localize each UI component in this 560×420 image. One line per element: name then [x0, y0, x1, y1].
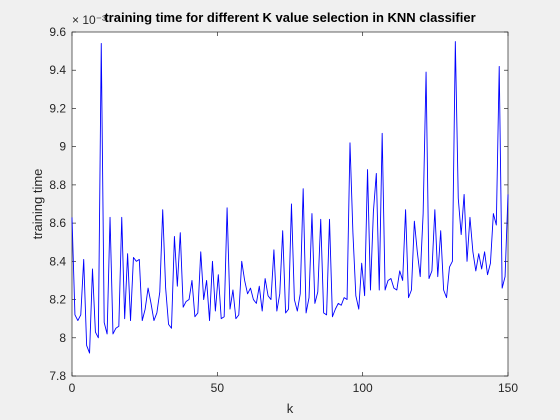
- chart-title: training time for different K value sele…: [104, 10, 475, 25]
- plot-area: [71, 31, 509, 377]
- y-tick-label: 8.4: [49, 254, 66, 268]
- y-tick-label: 9.4: [49, 63, 66, 77]
- x-tick-label: 150: [498, 381, 518, 395]
- y-tick-label: 7.8: [49, 369, 66, 383]
- y-tick-label: 9.6: [49, 25, 66, 39]
- x-tick-label: 100: [353, 381, 373, 395]
- x-axis-label: k: [287, 401, 294, 416]
- y-tick-label: 8.8: [49, 178, 66, 192]
- x-tick-label: 0: [69, 381, 76, 395]
- y-tick-label: 8: [59, 331, 66, 345]
- axis-ticks: 0 50 100 150 7.8 8 8.2 8.4 8.6 8.8 9 9.2 9.4 9.6: [49, 25, 518, 395]
- x-tick-label: 50: [211, 381, 225, 395]
- y-tick-label: 8.6: [49, 216, 66, 230]
- y-axis-label: training time: [30, 169, 45, 240]
- y-tick-label: 9: [59, 140, 66, 154]
- data-layer: [71, 41, 509, 354]
- series-line: [71, 41, 509, 354]
- y-tick-label: 8.2: [49, 293, 66, 307]
- y-exponent-label: × 10⁻³: [72, 13, 106, 27]
- y-tick-label: 9.2: [49, 101, 66, 115]
